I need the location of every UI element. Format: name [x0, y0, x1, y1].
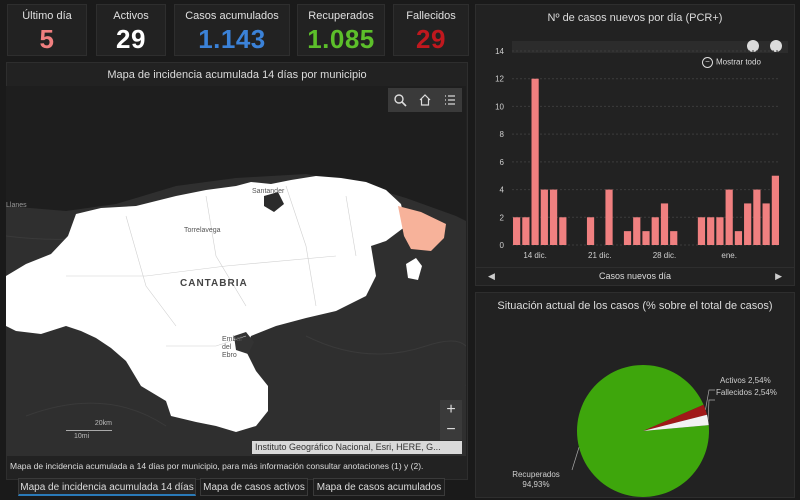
map-label-region: CANTABRIA — [180, 278, 248, 289]
pie-chart-panel: Situación actual de los casos (% sobre e… — [475, 292, 795, 498]
search-icon[interactable] — [388, 88, 412, 112]
stat-box-5: Fallecidos 29 — [393, 4, 469, 56]
stat-value: 29 — [416, 24, 446, 54]
tab-2[interactable]: Mapa de casos activos — [200, 478, 308, 496]
chevron-right-icon[interactable]: ▶ — [775, 271, 782, 281]
bar[interactable] — [707, 217, 715, 245]
map-svg — [6, 86, 466, 456]
bar-chart-title: Nº de casos nuevos por día (PCR+) — [547, 12, 723, 24]
map-label-llanes: Llanes — [6, 202, 27, 209]
pie-leader-line — [707, 399, 715, 420]
bar[interactable] — [716, 217, 724, 245]
bar[interactable] — [762, 203, 770, 245]
map-label-torrelavega: Torrelavega — [184, 227, 221, 234]
map-label-santander: Santander — [252, 188, 285, 195]
stat-value: 29 — [116, 24, 146, 54]
layer-list-icon[interactable] — [438, 88, 462, 112]
bar[interactable] — [744, 203, 752, 245]
bar[interactable] — [642, 231, 650, 245]
bar[interactable] — [651, 217, 659, 245]
y-tick-label: 10 — [495, 102, 504, 111]
pie-chart-title: Situación actual de los casos (% sobre e… — [497, 300, 773, 312]
zoom-out-icon: − — [702, 57, 713, 68]
stat-box-1: Último día 5 — [7, 4, 87, 56]
bar[interactable] — [559, 217, 567, 245]
map-label-embalse: Embal del Ebro — [222, 336, 242, 359]
home-icon[interactable] — [413, 88, 437, 112]
bar[interactable] — [734, 231, 743, 245]
y-tick-label: 12 — [495, 75, 504, 84]
stat-label: Último día — [22, 10, 72, 22]
stat-label: Fallecidos — [406, 10, 456, 22]
y-tick-label: 6 — [500, 158, 505, 167]
pie-leader-line — [705, 389, 715, 410]
bar[interactable] — [513, 217, 521, 245]
x-tick-label: 28 dic. — [653, 251, 677, 260]
stat-box-2: Activos 29 — [96, 4, 166, 56]
y-tick-label: 2 — [500, 213, 505, 222]
stat-label: Casos acumulados — [185, 10, 279, 22]
bar[interactable] — [540, 189, 548, 245]
pie-slice[interactable] — [643, 414, 709, 431]
show-all-button[interactable]: − Mostrar todo — [702, 57, 761, 68]
bar-chart-panel: Nº de casos nuevos por día (PCR+) − Mostr… — [475, 4, 795, 286]
zoom-out-button[interactable]: − — [440, 420, 462, 440]
bar[interactable] — [670, 231, 678, 245]
tab-1[interactable]: Mapa de incidencia acumulada 14 días — [18, 478, 196, 496]
y-tick-label: 0 — [500, 241, 505, 250]
stat-label: Activos — [113, 10, 149, 22]
pie-leader-line — [571, 447, 580, 471]
x-tick-label: 21 dic. — [588, 251, 612, 260]
bar[interactable] — [633, 217, 641, 245]
bar[interactable] — [522, 217, 530, 245]
bar[interactable] — [753, 189, 761, 245]
y-tick-label: 8 — [500, 130, 505, 139]
bar[interactable] — [697, 217, 706, 245]
bar[interactable] — [660, 203, 669, 245]
map-scale-bar: 20km 10mi — [66, 420, 112, 442]
bar[interactable] — [605, 189, 613, 245]
stat-box-4: Recuperados 1.085 — [297, 4, 385, 56]
scale-mi: 10mi — [74, 433, 90, 440]
bar-chart-svg: 0 2 4 6 8 10 12 14 14 dic. 21 dic. 28 dic. ene. — [495, 47, 780, 260]
castro-municipality — [398, 206, 446, 251]
pie-value: 94,93% — [522, 480, 549, 489]
tab-3[interactable]: Mapa de casos acumulados — [313, 478, 445, 496]
pie-label: Recuperados — [512, 470, 560, 479]
stat-value: 1.143 — [198, 24, 266, 54]
cantabria-region — [6, 176, 406, 432]
zoom-in-button[interactable]: + — [440, 400, 462, 420]
pie-label: Fallecidos 2,54% — [716, 388, 777, 397]
bar[interactable] — [549, 189, 558, 245]
bar[interactable] — [531, 78, 539, 245]
stat-label: Recuperados — [308, 10, 374, 22]
map-canvas[interactable]: CANTABRIA Santander Torrelavega Llanes E… — [6, 86, 466, 456]
bar-chart-footer: ◀ Casos nuevos día ▶ — [476, 267, 794, 286]
range-handle-left-icon[interactable] — [747, 40, 759, 52]
bar[interactable] — [623, 231, 632, 245]
scale-km: 20km — [94, 420, 112, 427]
y-tick-label: 14 — [495, 47, 504, 56]
map-attribution[interactable]: Instituto Geográfico Nacional, Esri, HER… — [252, 441, 462, 454]
pie-slice[interactable] — [643, 404, 707, 431]
x-tick-label: ene. — [721, 251, 737, 260]
pie-slice[interactable] — [577, 364, 709, 497]
bar-chart-xlabel: Casos nuevos día — [598, 271, 672, 281]
bar[interactable] — [771, 175, 779, 245]
stat-value: 5 — [39, 24, 55, 54]
bar[interactable] — [586, 217, 595, 245]
map-title: Mapa de incidencia acumulada 14 días por… — [107, 69, 367, 81]
chevron-left-icon[interactable]: ◀ — [488, 271, 495, 281]
x-tick-label: 14 dic. — [523, 251, 547, 260]
y-tick-label: 4 — [500, 186, 505, 195]
bar[interactable] — [725, 189, 733, 245]
stat-value: 1.085 — [307, 24, 375, 54]
range-handle-right-icon[interactable] — [770, 40, 782, 52]
map-toolbar — [388, 88, 462, 112]
stat-box-3: Casos acumulados 1.143 — [174, 4, 290, 56]
bar-chart-toolbar — [512, 41, 788, 53]
pie-label: Activos 2,54% — [720, 376, 771, 385]
map-caption: Mapa de incidencia acumulada a 14 días p… — [10, 461, 424, 471]
